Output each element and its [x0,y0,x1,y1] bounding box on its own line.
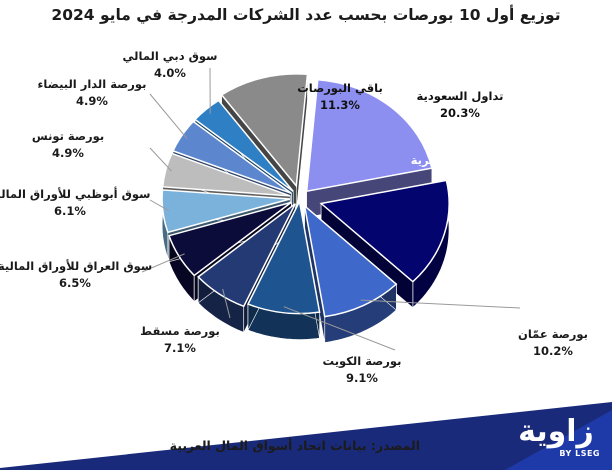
source-note: المصدر: بيانات اتحاد أسواق المال العربية [150,438,420,453]
slice-value-1: %15.6 [438,170,478,184]
slice-label-6: سوق أبوظبي للأوراق المالية [0,186,150,202]
slice-label-3: بورصة الكويت [323,354,402,369]
slice-label-2: بورصة عمّان [518,327,588,342]
slice-label-4: بورصة مسقط [140,324,220,339]
slice-label-5: سوق العراق للأوراق المالية [0,259,152,274]
slice-label-0: تداول السعودية [417,89,504,104]
leader-line-7 [150,148,172,171]
leader-line-8 [150,94,187,139]
slice-value-3: 9.1% [346,371,378,385]
slice-label-7: بورصة تونس [32,129,104,144]
slice-label-9: سوق دبي المالي [123,49,218,64]
slice-value-4: 7.1% [164,341,196,355]
slice-value-2: 10.2% [533,344,573,358]
slice-value-6: 6.1% [54,204,86,218]
slice-label-8: بورصة الدار البيضاء [38,77,147,92]
zawya-logo: زاوية BY LSEG [508,415,604,465]
slice-value-0: 20.3% [440,106,480,120]
slice-value-10: 11.3% [320,98,360,112]
slice-value-9: 4.0% [154,66,186,80]
slice-value-7: 4.9% [52,146,84,160]
slice-label-10: باقي البورصات [297,81,383,96]
logo-wordmark: زاوية [508,415,604,449]
chart-title: توزيع أول 10 بورصات بحسب عدد الشركات الم… [0,6,612,24]
logo-subtitle: BY LSEG [508,449,604,458]
slice-value-8: 4.9% [76,94,108,108]
slice-value-5: 6.5% [59,276,91,290]
slice-label-1: البورصة المصرية [411,153,506,168]
